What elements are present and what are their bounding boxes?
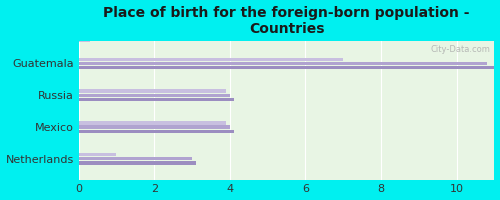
Bar: [78, 39, 90, 42]
Bar: [78, 125, 230, 129]
Bar: [78, 58, 344, 61]
Text: City-Data.com: City-Data.com: [430, 45, 490, 54]
Bar: [78, 157, 192, 160]
Bar: [78, 130, 234, 133]
Bar: [78, 121, 226, 125]
Bar: [78, 94, 230, 97]
Bar: [78, 66, 494, 69]
Bar: [78, 62, 487, 65]
Bar: [78, 153, 116, 156]
Bar: [78, 89, 226, 93]
Bar: [78, 161, 196, 165]
Title: Place of birth for the foreign-born population -
Countries: Place of birth for the foreign-born popu…: [104, 6, 470, 36]
Bar: [78, 98, 234, 101]
